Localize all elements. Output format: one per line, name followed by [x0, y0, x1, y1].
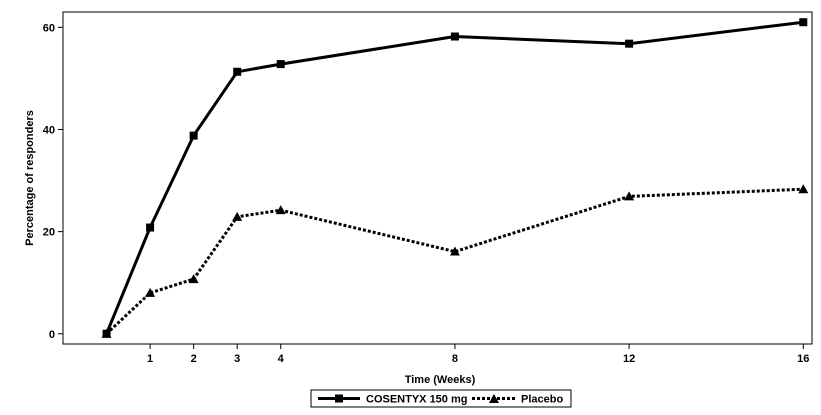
legend: COSENTYX 150 mg Placebo [310, 389, 572, 408]
legend-box [310, 389, 572, 408]
x-axis-title: Time (Weeks) [405, 374, 476, 386]
x-tick-label: 3 [234, 353, 240, 365]
series-line-cosentyx-150-mg [105, 20, 804, 335]
data-point-placebo [624, 191, 635, 201]
x-tick-label: 4 [278, 353, 285, 365]
data-point-cosentyx-150-mg [233, 67, 242, 76]
data-point-cosentyx-150-mg [450, 32, 459, 41]
y-tick-label: 40 [43, 124, 55, 136]
x-tick-label: 12 [623, 353, 635, 365]
data-point-cosentyx-150-mg [625, 39, 634, 48]
data-point-placebo [188, 274, 199, 284]
legend-item-cosentyx: COSENTYX 150 mg [318, 394, 467, 406]
y-axis: 0 20 40 60 [43, 22, 63, 341]
data-point-placebo [275, 205, 286, 215]
data-point-placebo [101, 328, 112, 338]
plot-frame [62, 11, 813, 345]
data-point-placebo [145, 287, 156, 297]
x-tick-label: 1 [147, 353, 153, 365]
series-cosentyx-150-mg [102, 18, 808, 338]
legend-marker-cosentyx [335, 394, 343, 403]
x-tick-label: 2 [191, 353, 197, 365]
data-point-cosentyx-150-mg [189, 131, 198, 140]
data-point-placebo [798, 184, 809, 194]
y-tick-label: 20 [43, 227, 55, 239]
x-tick-label: 16 [797, 353, 809, 365]
x-tick-label: 8 [452, 353, 458, 365]
data-point-cosentyx-150-mg [799, 18, 808, 27]
y-tick-label: 0 [49, 329, 55, 341]
series-line-placebo [105, 187, 804, 335]
y-tick-label: 60 [43, 22, 55, 34]
legend-marker-placebo [489, 394, 499, 403]
data-point-placebo [232, 211, 243, 221]
legend-label-cosentyx: COSENTYX 150 mg [366, 394, 467, 406]
data-point-cosentyx-150-mg [276, 60, 285, 69]
y-axis-title: Percentage of responders [24, 110, 36, 246]
data-point-placebo [449, 246, 460, 256]
data-point-cosentyx-150-mg [146, 223, 155, 232]
series-placebo [101, 184, 809, 338]
legend-label-placebo: Placebo [521, 394, 563, 406]
legend-item-placebo: Placebo [472, 394, 563, 406]
x-axis: 1 2 3 4 8 12 16 [147, 344, 809, 365]
series-layer [101, 18, 809, 338]
